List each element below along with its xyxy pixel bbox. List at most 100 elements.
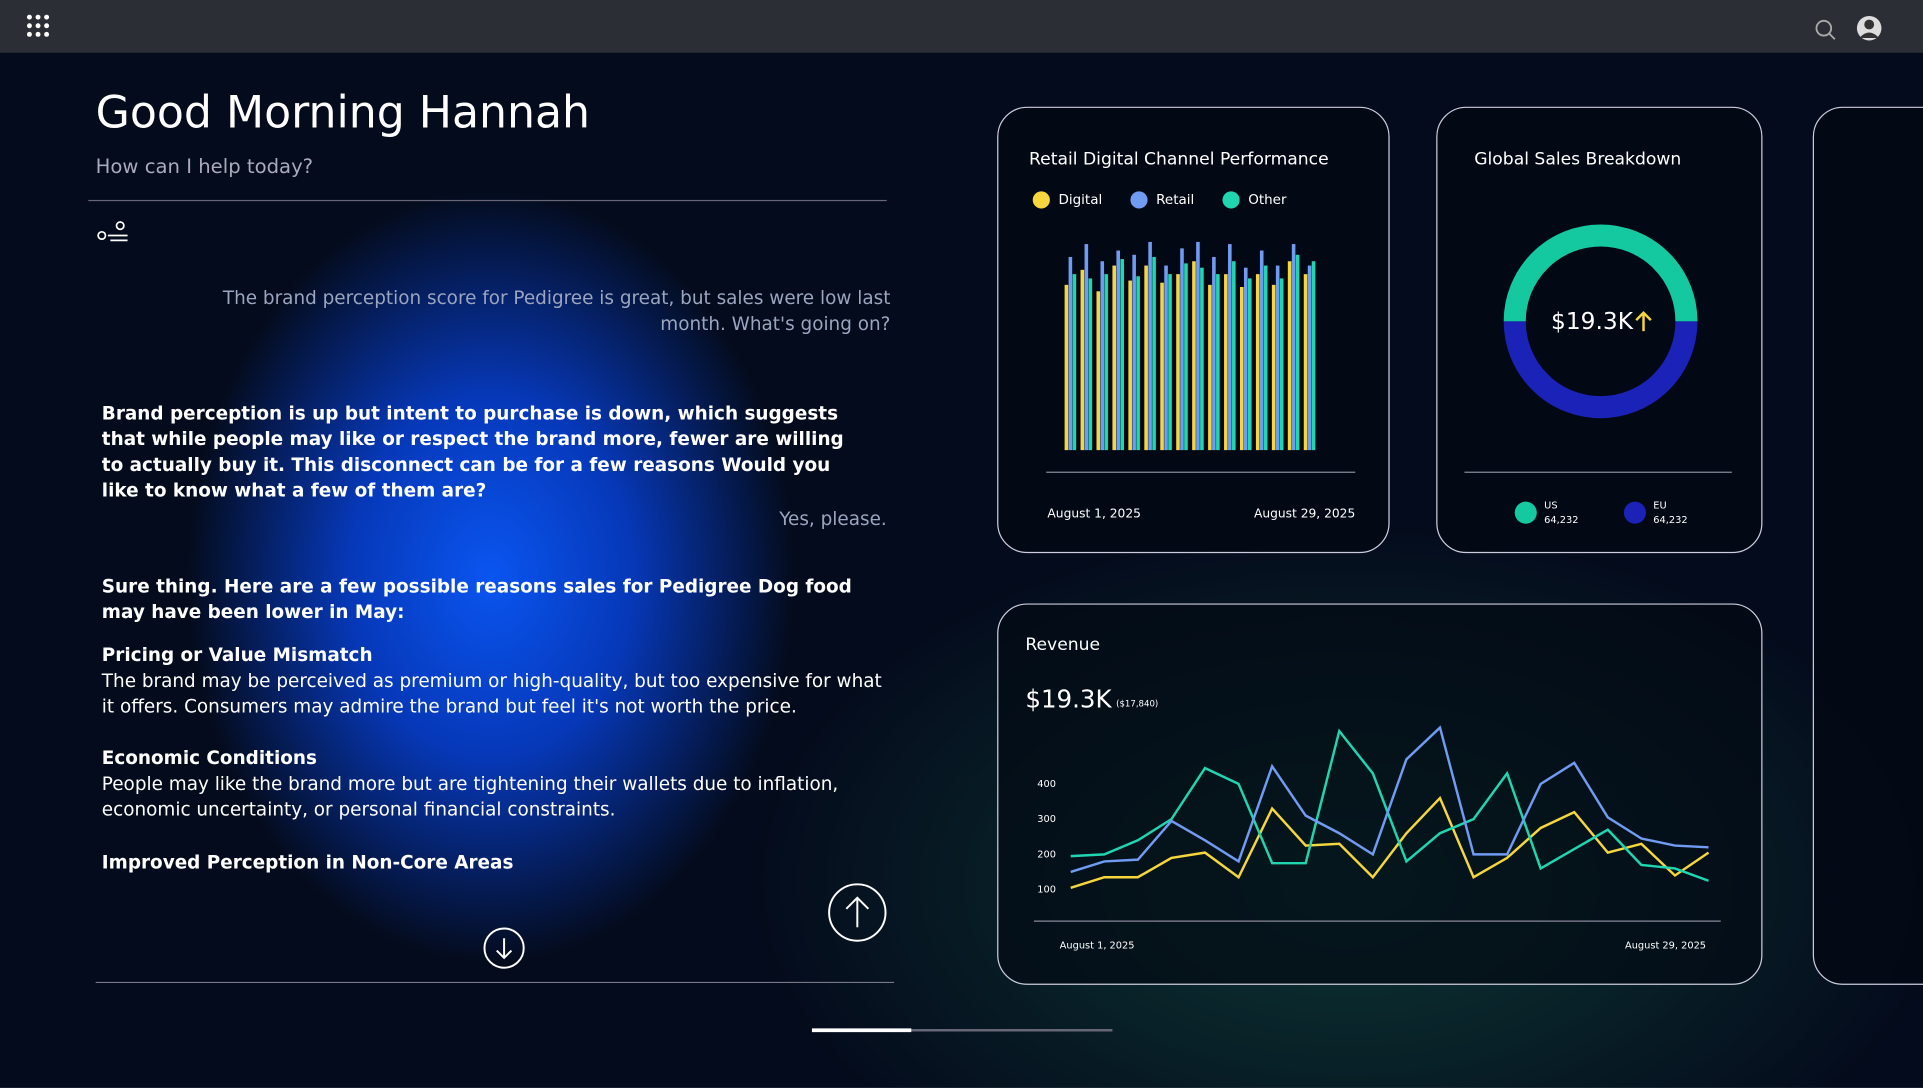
reason-body: People may like the brand more but are t… [101,772,839,821]
legend-dot [1130,191,1148,209]
filter-icon[interactable] [93,218,132,245]
bar [1128,280,1132,451]
bar [1307,265,1312,451]
bar [1096,291,1101,451]
bar [1287,261,1292,451]
bar [1271,284,1276,451]
bar [1100,261,1105,451]
x-tick-label: August 1, 2025 [1060,941,1135,952]
bar [1275,265,1280,451]
legend-label: EU [1653,500,1666,511]
donut-segment [1503,321,1698,419]
y-tick-label: 400 [1037,779,1056,790]
bar [1243,267,1248,451]
bar [1084,244,1089,451]
user-message: Yes, please. [779,507,887,530]
bar [1232,261,1236,451]
send-arrow [845,896,870,928]
bar [1228,244,1232,451]
donut-segment [1503,224,1698,322]
x-tick-label: August 1, 2025 [1047,506,1141,520]
greeting: Good Morning Hannah [95,88,591,139]
bar [1200,267,1204,451]
bar [1144,265,1148,451]
bar [1295,254,1300,451]
bar [1180,248,1184,451]
bar [1291,244,1296,451]
bar [1148,241,1152,451]
reason-title: Pricing or Value Mismatch [101,643,373,666]
reason-title: Improved Perception in Non-Core Areas [101,851,514,874]
bar [1164,265,1168,451]
card[interactable] [1436,106,1763,554]
headline-note: ($17,840) [1116,700,1158,710]
trend-arrow [1635,311,1652,332]
bar [1212,256,1216,451]
legend-label: Retail [1156,192,1194,208]
bar [1224,274,1228,451]
bar [1120,259,1124,451]
bar [1080,269,1085,451]
scroll-down-button[interactable] [483,927,525,969]
bar [1104,274,1109,451]
top-bar [0,0,1923,53]
legend-value: 64,232 [1653,515,1687,526]
bar [1064,284,1069,451]
assistant-message: Sure thing. Here are a few possible reas… [101,575,852,624]
bar [1263,265,1268,451]
bar [1168,274,1172,451]
x-tick-label: August 29, 2025 [1625,941,1706,952]
bar [1152,256,1156,451]
line-series [1070,725,1709,874]
bar [1088,278,1093,451]
bar [1072,274,1077,451]
card[interactable] [1812,106,1923,985]
bar [1259,250,1264,451]
apps-icon[interactable] [0,0,74,53]
bar [1132,254,1136,451]
bar [1247,278,1252,451]
bar [1068,256,1073,451]
legend-value: 64,232 [1544,515,1578,526]
legend-dot [1032,191,1050,209]
line-series [1070,795,1710,889]
bar [1192,261,1196,451]
legend-dot [1222,191,1240,209]
user-message: The brand perception score for Pedigree … [222,287,891,335]
line-series [1070,728,1709,882]
headline: $19.3K [1025,684,1112,713]
legend-label: Other [1248,192,1287,208]
bar [1184,263,1188,451]
chart-title: Retail Digital Channel Performance [1029,149,1329,169]
subtitle: How can I help today? [95,154,314,178]
assistant-message: Brand perception is up but intent to pur… [101,402,844,502]
reason-body: The brand may be perceived as premium or… [101,669,882,718]
y-tick-label: 300 [1037,814,1056,825]
bar [1196,241,1200,451]
scroll-arrow [496,938,513,960]
bar [1279,278,1284,451]
bar [1136,276,1140,451]
bar [1208,284,1212,451]
chart-title: Revenue [1025,635,1100,655]
legend-dot [1514,501,1537,524]
donut-center-label: $19.3K [1551,308,1634,335]
bar [1160,282,1164,451]
x-tick-label: August 29, 2025 [1254,506,1355,520]
legend-label: US [1544,500,1557,511]
bar [1176,274,1180,451]
bar [1216,274,1220,451]
chart-title: Global Sales Breakdown [1474,149,1681,169]
y-tick-label: 100 [1037,885,1056,896]
bar [1303,274,1308,451]
divider [88,199,887,202]
send-button[interactable] [828,883,887,942]
legend-label: Digital [1058,192,1102,208]
bar [1112,265,1117,451]
bar [1255,274,1260,451]
top-icons[interactable] [1809,0,1919,53]
y-tick-label: 200 [1037,849,1056,860]
